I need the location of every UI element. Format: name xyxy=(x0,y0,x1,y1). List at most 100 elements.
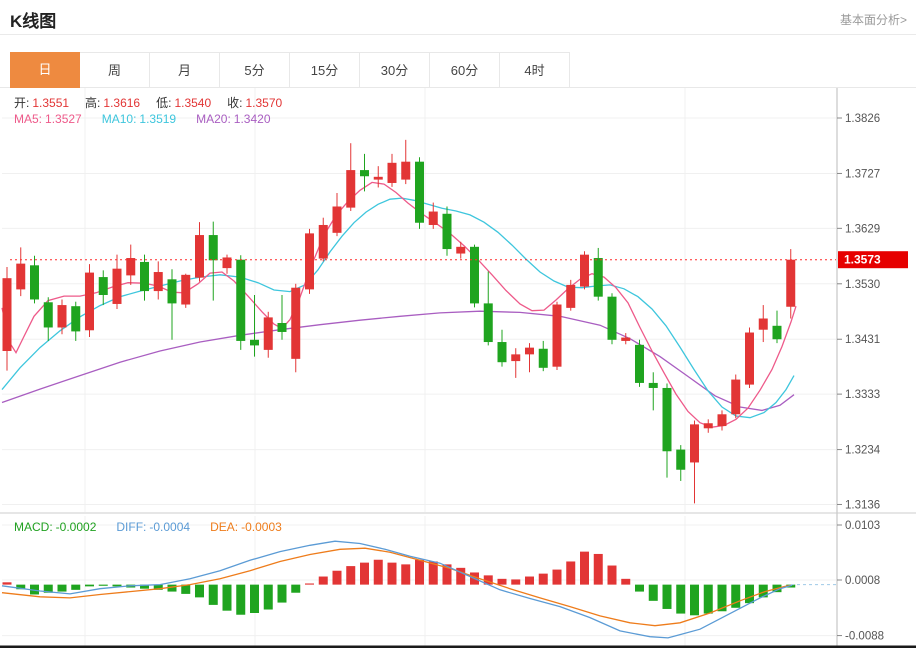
candle[interactable] xyxy=(470,246,479,304)
candle[interactable] xyxy=(662,387,672,452)
candle[interactable] xyxy=(428,211,438,225)
candle[interactable] xyxy=(250,339,259,346)
macd-bar[interactable] xyxy=(415,559,424,585)
candle[interactable] xyxy=(525,347,534,355)
macd-bar[interactable] xyxy=(648,584,658,601)
candle[interactable] xyxy=(717,414,727,427)
period-tab-日[interactable]: 日 xyxy=(10,52,80,88)
candle[interactable] xyxy=(140,261,149,292)
period-tab-60分[interactable]: 60分 xyxy=(430,52,500,88)
macd-bar[interactable] xyxy=(195,584,204,598)
macd-bar[interactable] xyxy=(703,584,713,614)
candle[interactable] xyxy=(181,274,191,305)
candle[interactable] xyxy=(16,263,26,290)
candle[interactable] xyxy=(263,317,273,350)
candle[interactable] xyxy=(703,423,713,429)
candle[interactable] xyxy=(566,284,576,308)
candle[interactable] xyxy=(30,265,39,300)
macd-bar[interactable] xyxy=(387,562,397,585)
candle[interactable] xyxy=(71,306,81,332)
macd-bar[interactable] xyxy=(98,584,108,586)
macd-bar[interactable] xyxy=(566,561,576,585)
macd-bar[interactable] xyxy=(112,584,122,587)
candle[interactable] xyxy=(772,325,782,340)
macd-bar[interactable] xyxy=(497,578,507,585)
candle[interactable] xyxy=(167,279,177,304)
candle[interactable] xyxy=(373,176,383,180)
macd-bar[interactable] xyxy=(442,564,452,585)
candle[interactable] xyxy=(648,382,658,388)
macd-bar[interactable] xyxy=(222,584,232,611)
macd-bar[interactable] xyxy=(593,553,603,585)
candle[interactable] xyxy=(360,170,369,177)
macd-bar[interactable] xyxy=(717,584,727,612)
candle[interactable] xyxy=(98,277,108,295)
candle[interactable] xyxy=(291,287,301,359)
macd-bar[interactable] xyxy=(250,584,259,613)
macd-bar[interactable] xyxy=(181,584,191,594)
macd-bar[interactable] xyxy=(71,584,81,590)
candle[interactable] xyxy=(153,272,163,292)
macd-bar[interactable] xyxy=(621,578,631,585)
macd-bar[interactable] xyxy=(153,584,163,590)
candle[interactable] xyxy=(745,332,754,385)
period-tab-4时[interactable]: 4时 xyxy=(500,52,570,88)
macd-bar[interactable] xyxy=(635,584,644,592)
macd-bar[interactable] xyxy=(57,584,67,592)
candle[interactable] xyxy=(786,259,796,307)
macd-bar[interactable] xyxy=(580,551,589,585)
macd-bar[interactable] xyxy=(745,584,754,604)
macd-bar[interactable] xyxy=(208,584,218,605)
period-tab-15分[interactable]: 15分 xyxy=(290,52,360,88)
macd-bar[interactable] xyxy=(263,584,273,610)
candle[interactable] xyxy=(552,304,562,367)
macd-bar[interactable] xyxy=(346,566,356,585)
macd-bar[interactable] xyxy=(167,584,177,592)
macd-bar[interactable] xyxy=(2,582,12,585)
candle[interactable] xyxy=(690,424,699,463)
period-tab-30分[interactable]: 30分 xyxy=(360,52,430,88)
candle[interactable] xyxy=(43,302,53,328)
macd-bar[interactable] xyxy=(525,576,534,585)
macd-bar[interactable] xyxy=(360,562,369,585)
macd-bar[interactable] xyxy=(140,584,149,589)
candle[interactable] xyxy=(497,342,507,363)
candle[interactable] xyxy=(2,278,12,352)
macd-bar[interactable] xyxy=(30,584,39,595)
period-tab-月[interactable]: 月 xyxy=(150,52,220,88)
macd-bar[interactable] xyxy=(236,584,246,615)
fundamental-analysis-link[interactable]: 基本面分析> xyxy=(839,13,907,27)
candle[interactable] xyxy=(332,206,342,233)
macd-bar[interactable] xyxy=(332,570,342,585)
macd-bar[interactable] xyxy=(428,561,438,585)
candle[interactable] xyxy=(593,258,603,297)
candle[interactable] xyxy=(346,170,356,208)
candle[interactable] xyxy=(676,449,686,470)
candle[interactable] xyxy=(126,258,136,276)
macd-bar[interactable] xyxy=(690,584,699,616)
candle[interactable] xyxy=(511,354,521,362)
macd-bar[interactable] xyxy=(731,584,741,608)
period-tab-5分[interactable]: 5分 xyxy=(220,52,290,88)
candle[interactable] xyxy=(415,161,424,223)
candle[interactable] xyxy=(318,224,328,259)
macd-bar[interactable] xyxy=(676,584,686,614)
macd-bar[interactable] xyxy=(373,559,383,585)
macd-bar[interactable] xyxy=(511,579,521,585)
candle[interactable] xyxy=(222,257,232,269)
candle[interactable] xyxy=(607,296,617,340)
candle[interactable] xyxy=(208,235,218,261)
candle[interactable] xyxy=(387,162,397,183)
macd-bar[interactable] xyxy=(538,573,548,585)
candle[interactable] xyxy=(538,348,548,368)
macd-bar[interactable] xyxy=(43,584,53,593)
candle[interactable] xyxy=(277,322,287,332)
macd-bar[interactable] xyxy=(291,584,301,593)
candle[interactable] xyxy=(456,246,466,254)
candle[interactable] xyxy=(195,235,204,278)
candle[interactable] xyxy=(483,303,493,343)
macd-bar[interactable] xyxy=(607,565,617,585)
candle[interactable] xyxy=(236,259,246,341)
candle[interactable] xyxy=(57,305,67,328)
